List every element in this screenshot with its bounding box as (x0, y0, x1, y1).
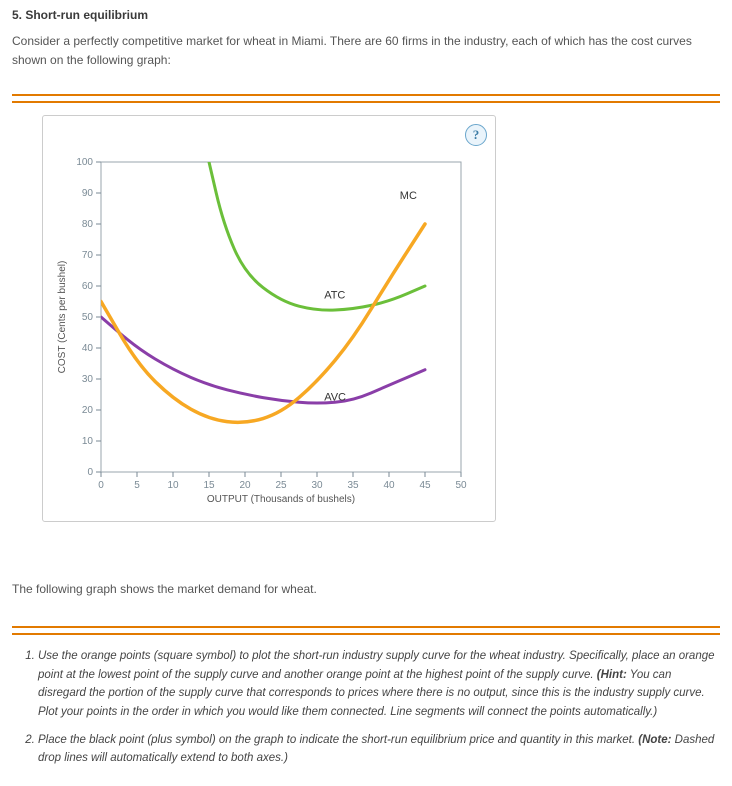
svg-text:50: 50 (82, 312, 94, 323)
svg-text:40: 40 (383, 480, 395, 491)
cost-curves-chart: ? 01020304050607080901000510152025303540… (42, 115, 496, 522)
svg-text:MC: MC (400, 191, 417, 203)
svg-text:30: 30 (82, 374, 94, 385)
svg-text:AVC: AVC (324, 392, 346, 404)
svg-text:60: 60 (82, 281, 94, 292)
svg-text:ATC: ATC (324, 290, 345, 302)
market-demand-text: The following graph shows the market dem… (12, 582, 720, 596)
intro-text: Consider a perfectly competitive market … (12, 32, 720, 70)
instruction-2-lead: Place the black point (plus symbol) on t… (38, 734, 638, 746)
svg-text:0: 0 (87, 467, 93, 478)
instruction-2-note-label: (Note: (638, 734, 671, 746)
chart-svg: 0 10 20 30 40 50 60 70 80 90 100 0 5 10 15 20 25 30 35 40 45… (49, 122, 501, 512)
svg-text:25: 25 (275, 480, 287, 491)
svg-text:20: 20 (82, 405, 94, 416)
svg-text:30: 30 (311, 480, 323, 491)
svg-text:80: 80 (82, 219, 94, 230)
instruction-1: Use the orange points (square symbol) to… (38, 647, 716, 721)
svg-text:90: 90 (82, 188, 94, 199)
instruction-1-hint-label: (Hint: (597, 669, 627, 681)
section-rule-bottom (12, 626, 720, 635)
svg-text:45: 45 (419, 480, 431, 491)
svg-text:20: 20 (239, 480, 251, 491)
svg-text:15: 15 (203, 480, 215, 491)
instructions-list: Use the orange points (square symbol) to… (16, 647, 716, 767)
svg-text:35: 35 (347, 480, 359, 491)
svg-text:40: 40 (82, 343, 94, 354)
instruction-2: Place the black point (plus symbol) on t… (38, 731, 716, 768)
section-rule-top (12, 94, 720, 103)
svg-text:COST (Cents per bushel): COST (Cents per bushel) (57, 261, 68, 374)
svg-text:OUTPUT (Thousands of bushels): OUTPUT (Thousands of bushels) (207, 494, 355, 505)
svg-text:50: 50 (455, 480, 467, 491)
page-heading: 5. Short-run equilibrium (12, 8, 720, 22)
svg-text:10: 10 (82, 436, 94, 447)
svg-text:70: 70 (82, 250, 94, 261)
svg-text:0: 0 (98, 480, 104, 491)
svg-text:100: 100 (76, 157, 93, 168)
svg-text:5: 5 (134, 480, 140, 491)
svg-text:10: 10 (167, 480, 179, 491)
